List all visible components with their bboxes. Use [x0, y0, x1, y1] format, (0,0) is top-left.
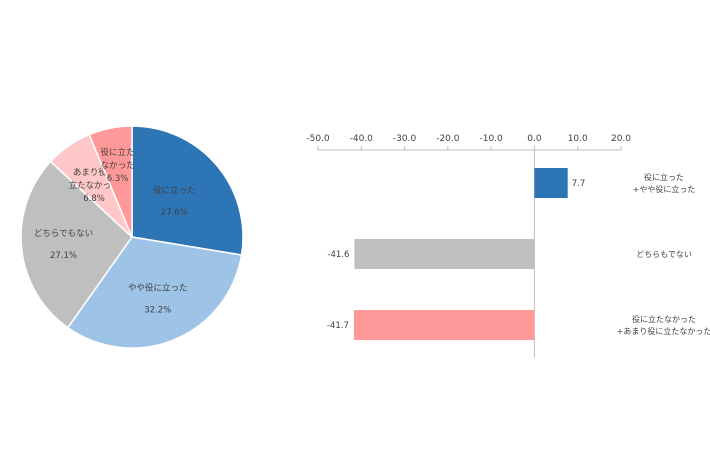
bar-category-label: 役に立った	[644, 172, 684, 182]
bar	[353, 310, 535, 340]
pie-slice	[131, 125, 244, 256]
pie-slice	[20, 160, 133, 329]
bar-value-label: -41.7	[327, 321, 349, 331]
bar-category-label: +あまり役に立たなかった	[617, 326, 710, 336]
bar-category-label: +やや役に立った	[633, 184, 696, 194]
pie-value-label: 6.8%	[83, 194, 105, 204]
x-tick-label: -40.0	[350, 134, 374, 144]
bar-value-label: 7.7	[572, 179, 586, 189]
pie-category-label: あまり役に	[73, 167, 116, 178]
pie-category-label: 役に立った	[153, 185, 196, 196]
pie-value-label: 32.2%	[144, 306, 171, 316]
x-tick-label: 20.0	[611, 134, 631, 144]
pie-slice	[88, 125, 133, 238]
bar-value-label: -41.6	[327, 250, 349, 260]
pie-slice	[66, 236, 243, 349]
x-tick-label: -50.0	[306, 134, 330, 144]
pie-value-label: 27.1%	[50, 251, 77, 261]
x-tick-label: -10.0	[479, 134, 503, 144]
pie-category-label: なかった	[101, 161, 135, 171]
x-tick-label: -30.0	[393, 134, 417, 144]
pie-value-label: 6.3%	[107, 174, 129, 184]
bar	[354, 239, 535, 269]
pie-category-label: 立たなかった	[69, 180, 120, 191]
pie-value-label: 27.6%	[161, 208, 188, 218]
bar	[534, 168, 568, 198]
pie-category-label: どちらでもない	[34, 229, 93, 239]
bar-category-label: 役に立たなかった	[632, 314, 696, 324]
pie-category-label: やや役に立った	[128, 283, 188, 294]
x-tick-label: 10.0	[568, 134, 588, 144]
bar-category-label: どちらもでない	[636, 250, 692, 259]
pie-category-label: 役に立た	[101, 147, 135, 158]
x-tick-label: 0.0	[527, 134, 542, 144]
x-tick-label: -20.0	[436, 134, 460, 144]
